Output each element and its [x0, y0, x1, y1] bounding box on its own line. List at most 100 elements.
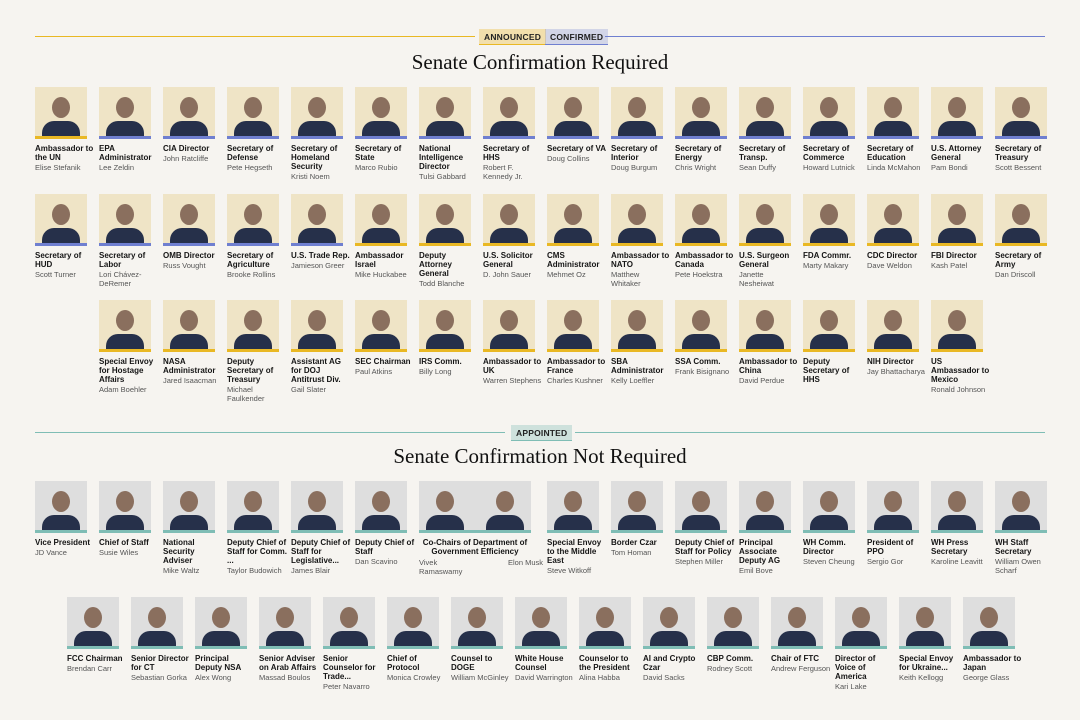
role-label: Ambassador to Canada Pete Hoekstra: [675, 251, 735, 279]
role-label: CIA Director John Ratcliffe: [163, 144, 223, 163]
role-label: Principal Associate Deputy AG Emil Bove: [739, 538, 799, 575]
photo-head: [52, 97, 70, 118]
role-text: Chief of Staff: [99, 538, 149, 547]
person-name: Brendan Carr: [67, 664, 113, 673]
person-name: Charles Kushner: [547, 376, 603, 385]
role-text: IRS Comm.: [419, 357, 462, 366]
person-name: Kash Patel: [931, 261, 968, 270]
role-label: Deputy Chief of Staff Dan Scavino: [355, 538, 415, 566]
person-name: David Sacks: [643, 673, 685, 682]
status-bar: [355, 243, 407, 246]
role-label: US Ambassador to Mexico Ronald Johnson: [931, 357, 991, 394]
status-bar: [867, 243, 919, 246]
person-name: Andrew Ferguson: [771, 664, 831, 673]
portrait: [739, 87, 791, 136]
photo-body: [426, 334, 464, 349]
status-bar: [547, 136, 599, 139]
role-text: Deputy Chief of Staff for Legislative...: [291, 538, 351, 565]
portrait: [675, 481, 727, 530]
photo-body: [486, 515, 524, 530]
role-text: WH Press Secretary: [931, 538, 969, 556]
photo-head: [564, 97, 582, 118]
photo-body: [618, 515, 656, 530]
person-name: Janette Nesheiwat: [739, 270, 775, 288]
photo-head: [116, 204, 134, 225]
status-bar: [227, 349, 279, 352]
portrait: [291, 194, 343, 243]
portrait: [419, 300, 471, 349]
status-bar: [867, 136, 919, 139]
person-name: Pete Hegseth: [227, 163, 273, 172]
photo-head: [180, 97, 198, 118]
photo-head: [500, 204, 518, 225]
person-name: Warren Stephens: [483, 376, 542, 385]
status-bar: [867, 349, 919, 352]
role-label: Ambassador to France Charles Kushner: [547, 357, 607, 385]
photo-body: [874, 515, 912, 530]
role-label: Senior Director for CT Sebastian Gorka: [131, 654, 191, 682]
role-label: Deputy Chief of Staff for Comm. ... Taylo…: [227, 538, 287, 575]
portrait: [163, 481, 215, 530]
person-name: Paul Atkins: [355, 367, 393, 376]
portrait: [355, 481, 407, 530]
photo-body: [746, 515, 784, 530]
person-name: Jay Bhattacharya: [867, 367, 925, 376]
photo-head: [340, 607, 358, 628]
photo-head: [308, 204, 326, 225]
status-bar: [99, 136, 151, 139]
role-label: U.S. Solicitor General D. John Sauer: [483, 251, 543, 279]
photo-body: [1002, 228, 1040, 243]
photo-body: [938, 334, 976, 349]
status-bar: [515, 646, 567, 649]
role-text: Ambassador to NATO: [611, 251, 670, 269]
portrait: [163, 300, 215, 349]
portrait: [611, 87, 663, 136]
portrait: [163, 87, 215, 136]
role-label: CMS Administrator Mehmet Oz: [547, 251, 607, 279]
portrait: [195, 597, 247, 646]
person-name: Mehmet Oz: [547, 270, 586, 279]
status-bar: [227, 243, 279, 246]
role-label: Director of Voice of America Kari Lake: [835, 654, 895, 691]
status-bar: [835, 646, 887, 649]
role-text: Ambassador to UK: [483, 357, 542, 375]
photo-head: [948, 310, 966, 331]
role-text: Counselor to the President: [579, 654, 630, 672]
photo-body: [426, 515, 464, 530]
photo-body: [42, 515, 80, 530]
photo-head: [852, 607, 870, 628]
photo-body: [746, 121, 784, 136]
role-text: Secretary of State: [355, 144, 402, 162]
role-label: President of PPO Sergio Gor: [867, 538, 927, 566]
status-bar: [931, 243, 983, 246]
role-label: FBI Director Kash Patel: [931, 251, 991, 270]
portrait: [355, 87, 407, 136]
photo-body: [746, 228, 784, 243]
person-name: JD Vance: [35, 548, 67, 557]
role-label: Co-Chairs of Department of Government Ef…: [422, 538, 528, 556]
photo-body: [266, 631, 304, 646]
person-name: David Warrington: [515, 673, 573, 682]
role-text: Chair of FTC: [771, 654, 819, 663]
portrait: [611, 481, 663, 530]
person-name: Billy Long: [419, 367, 452, 376]
portrait: [803, 87, 855, 136]
status-bar: [483, 349, 535, 352]
role-label: Ambassador to Japan George Glass: [963, 654, 1023, 682]
portrait: [227, 87, 279, 136]
portrait: [35, 194, 87, 243]
person-name: Steve Witkoff: [547, 566, 592, 575]
role-label: Secretary of Defense Pete Hegseth: [227, 144, 287, 172]
role-label: Secretary of Army Dan Driscoll: [995, 251, 1055, 279]
photo-body: [522, 631, 560, 646]
portrait: [643, 597, 695, 646]
role-text: SSA Comm.: [675, 357, 721, 366]
photo-body: [490, 334, 528, 349]
portrait: [995, 87, 1047, 136]
portrait: [739, 194, 791, 243]
portrait: [931, 87, 983, 136]
photo-body: [746, 334, 784, 349]
status-bar: [803, 136, 855, 139]
portrait: [483, 300, 535, 349]
photo-head: [52, 491, 70, 512]
